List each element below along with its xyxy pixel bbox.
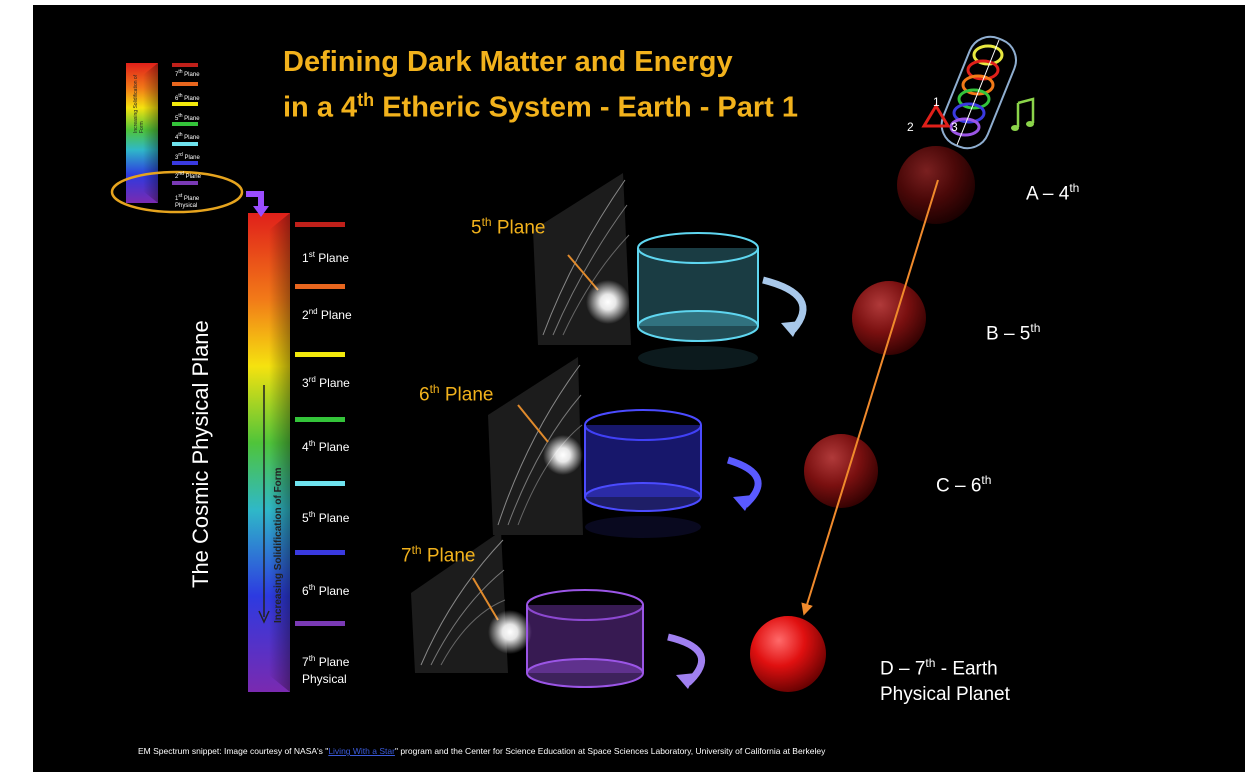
triangle-icon xyxy=(921,103,951,128)
slide: Defining Dark Matter and Energy in a 4th… xyxy=(33,5,1245,772)
mini-bar-text: Increasing Solidification of Form xyxy=(133,74,145,133)
slide-title: Defining Dark Matter and Energy in a 4th… xyxy=(283,43,798,127)
sphere-label-d: D – 7th - Earth Physical Planet xyxy=(880,656,1010,706)
highlight-ellipse xyxy=(110,170,244,214)
footer-credit: EM Spectrum snippet: Image courtesy of N… xyxy=(138,746,826,756)
plane-diagram-6 xyxy=(488,357,762,538)
mini-plane-label-7: 7th Plane xyxy=(175,69,200,78)
diagram-canvas xyxy=(110,35,1035,692)
title-line-2-pre: in a 4 xyxy=(283,91,358,124)
title-line-2-post: Etheric System - Earth - Part 1 xyxy=(374,91,799,124)
plane-diagram-7 xyxy=(411,531,706,689)
diagram-label-5: 5th Plane xyxy=(471,215,546,239)
plane-ticks xyxy=(295,222,345,626)
title-line-1: Defining Dark Matter and Energy xyxy=(283,46,733,78)
mini-plane-label-4: 4th Plane xyxy=(175,132,200,141)
plane-label-5: 5th Plane xyxy=(302,510,350,525)
sphere-c xyxy=(804,434,878,508)
mini-spectrum-bar xyxy=(126,63,198,203)
mini-plane-label-1: 1st Plane Physical xyxy=(175,193,200,209)
triangle-number-2: 2 xyxy=(907,120,914,134)
plane-label-2: 2nd Plane xyxy=(302,307,352,322)
descent-arrow xyxy=(801,179,939,616)
plane-label-6: 6th Plane xyxy=(302,583,350,598)
rings-icon xyxy=(940,35,1017,150)
sphere-label-c: C – 6th xyxy=(936,473,992,497)
mini-plane-label-5: 5th Plane xyxy=(175,113,200,122)
sphere-label-b: B – 5th xyxy=(986,321,1041,345)
footer-link[interactable]: Living With a Star xyxy=(328,746,395,756)
sphere-d xyxy=(750,616,826,692)
plane-diagram-5 xyxy=(533,173,807,370)
triangle-number-1: 1 xyxy=(933,95,940,109)
spectrum-bar xyxy=(248,213,290,692)
mini-plane-label-2: 2nd Plane xyxy=(175,171,201,180)
diagram-label-6: 6th Plane xyxy=(419,382,494,406)
title-line-2-sup: th xyxy=(357,90,375,110)
plane-label-3: 3rd Plane xyxy=(302,375,350,390)
mini-plane-label-3: 3rd Plane xyxy=(175,152,200,161)
plane-label-7: 7th Plane Physical xyxy=(302,654,350,686)
sphere-label-a: A – 4th xyxy=(1026,181,1080,205)
bar-text: Increasing Solidification of Form xyxy=(273,467,284,623)
music-note-icon xyxy=(1011,97,1035,131)
triangle-number-3: 3 xyxy=(951,120,958,134)
connector-arrow-head xyxy=(253,206,269,217)
plane-label-1: 1st Plane xyxy=(302,250,349,265)
diagram-label-7: 7th Plane xyxy=(401,543,476,567)
sphere-b xyxy=(852,281,926,355)
title-line-2: in a 4th Etheric System - Earth - Part 1 xyxy=(283,81,798,127)
plane-label-4: 4th Plane xyxy=(302,439,350,454)
mini-plane-label-6: 6th Plane xyxy=(175,93,200,102)
connector-arrow xyxy=(246,191,264,208)
